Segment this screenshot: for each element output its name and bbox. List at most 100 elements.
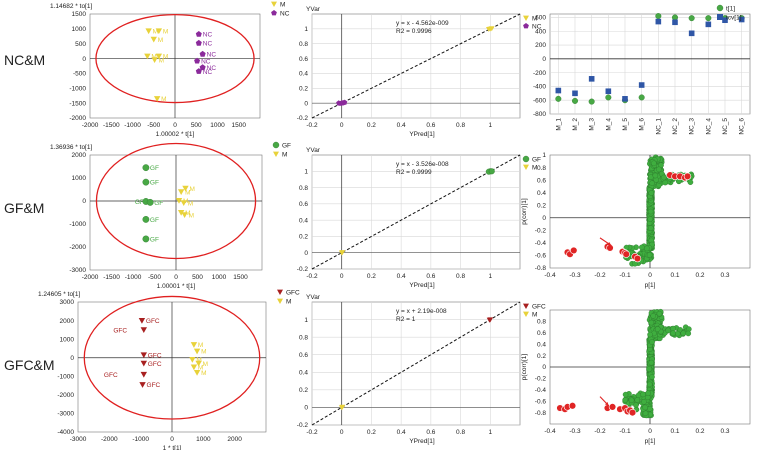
green-point	[622, 391, 629, 398]
green-point	[622, 397, 628, 403]
point-tcv1	[672, 19, 678, 26]
point-gf	[142, 235, 150, 243]
x-tick-label: -0.3	[569, 272, 581, 279]
x-tick-label: 1500	[233, 274, 248, 281]
x-axis-label: p[1]	[645, 438, 656, 445]
y-tick-label: -200	[533, 70, 546, 77]
point-label: NC	[207, 52, 217, 59]
y-tick-label: 0.6	[299, 352, 308, 359]
point-t1	[588, 98, 595, 105]
point-tcv1	[572, 90, 578, 97]
y-axis-title: 1.36936 * to[1]	[50, 144, 92, 151]
y-tick-label: -1500	[69, 100, 86, 107]
x-tick-label: 0.2	[695, 428, 704, 435]
x-tick-label: 0.6	[426, 429, 435, 436]
point-label: NC	[201, 58, 211, 65]
point-label: GFC	[147, 382, 161, 389]
highlight-point	[622, 250, 630, 258]
y-tick-label: -1000	[57, 373, 74, 380]
point-label: M	[198, 342, 203, 349]
x-tick-label: 1	[488, 429, 492, 436]
x-tick-label: 500	[192, 274, 203, 281]
x-tick-label: -0.4	[544, 428, 556, 435]
equation-annotation: y = x + 2.19e-008	[396, 308, 447, 315]
point-t1	[605, 94, 612, 101]
point-tcv1	[605, 88, 612, 95]
confidence-ellipse	[95, 142, 257, 260]
x-tick-label: 0.2	[367, 122, 376, 129]
point-label: GF	[135, 199, 144, 206]
y-tick-label: 0.8	[299, 185, 308, 192]
point-m	[339, 250, 346, 256]
x-tick-label: -2000	[82, 122, 99, 129]
point-label: M	[151, 54, 156, 61]
point-gf	[488, 168, 495, 175]
point-label: M	[185, 189, 190, 196]
point-label: GFC	[148, 352, 162, 359]
y-tick-label: 0	[542, 215, 546, 222]
y-tick-label: -400	[533, 84, 546, 91]
point-nc	[195, 31, 202, 37]
point-gf	[142, 178, 150, 186]
point-t1	[688, 15, 695, 22]
point-label: GF	[150, 236, 159, 243]
y-tick-label: 0	[542, 364, 546, 371]
legend-marker	[272, 141, 280, 149]
point-label: GF	[150, 165, 159, 172]
y-tick-label: 0.4	[537, 341, 546, 348]
point-nc	[199, 50, 206, 57]
category-label: M_4	[605, 118, 612, 131]
y-tick-label: 0	[304, 100, 308, 107]
point-label: M	[183, 198, 188, 205]
point-m	[177, 209, 185, 216]
y-axis-title: 1.24605 * to[1]	[38, 291, 80, 298]
green-point	[649, 180, 655, 186]
y-tick-label: 1	[304, 317, 308, 324]
green-point	[660, 174, 667, 181]
point-tcv1	[622, 96, 628, 102]
regression-line	[311, 301, 521, 426]
regression-line	[311, 13, 521, 119]
row-label-nc-m: NC&M	[4, 52, 46, 68]
green-point	[634, 397, 641, 403]
confidence-ellipse	[95, 13, 255, 104]
x-tick-label: -3000	[70, 436, 87, 443]
y-tick-label: -0.6	[535, 398, 547, 405]
y-tick-label: 1	[304, 26, 308, 33]
green-point	[647, 406, 653, 412]
y-tick-label: 1000	[72, 175, 87, 182]
point-m	[155, 53, 163, 60]
legend-label: M	[282, 152, 287, 159]
green-point	[646, 366, 653, 372]
legend-marker	[523, 311, 529, 317]
y-tick-label: -2000	[69, 244, 86, 251]
regression-line	[311, 154, 521, 270]
green-point	[665, 327, 671, 334]
point-label: M	[189, 186, 194, 193]
x-tick-label: -1000	[132, 436, 149, 443]
point-tcv1	[705, 21, 712, 28]
legend-label: GFC	[286, 290, 300, 297]
point-m	[189, 357, 196, 363]
y-tick-label: -1000	[69, 85, 86, 92]
point-m	[175, 197, 183, 204]
x-axis-label: YPred[1]	[409, 438, 434, 445]
x-tick-label: -0.2	[306, 273, 318, 280]
point-nc	[195, 39, 202, 46]
y-tick-label: 1000	[72, 26, 87, 33]
y-tick-label: -0.2	[297, 422, 309, 429]
legend-marker	[717, 14, 723, 20]
category-label: M_3	[589, 118, 596, 131]
point-tcv1	[688, 30, 695, 37]
point-gf	[142, 164, 150, 172]
x-tick-label: 1500	[232, 122, 247, 129]
equation-annotation: R2 = 1	[396, 316, 416, 323]
point-gfc	[139, 382, 146, 388]
point-label: GFC	[148, 361, 162, 368]
green-point	[647, 216, 653, 222]
legend-marker	[271, 10, 277, 16]
x-tick-label: 1	[488, 273, 492, 280]
highlight-point	[606, 244, 614, 252]
y-tick-label: 0.6	[537, 177, 546, 184]
green-point	[647, 225, 654, 231]
